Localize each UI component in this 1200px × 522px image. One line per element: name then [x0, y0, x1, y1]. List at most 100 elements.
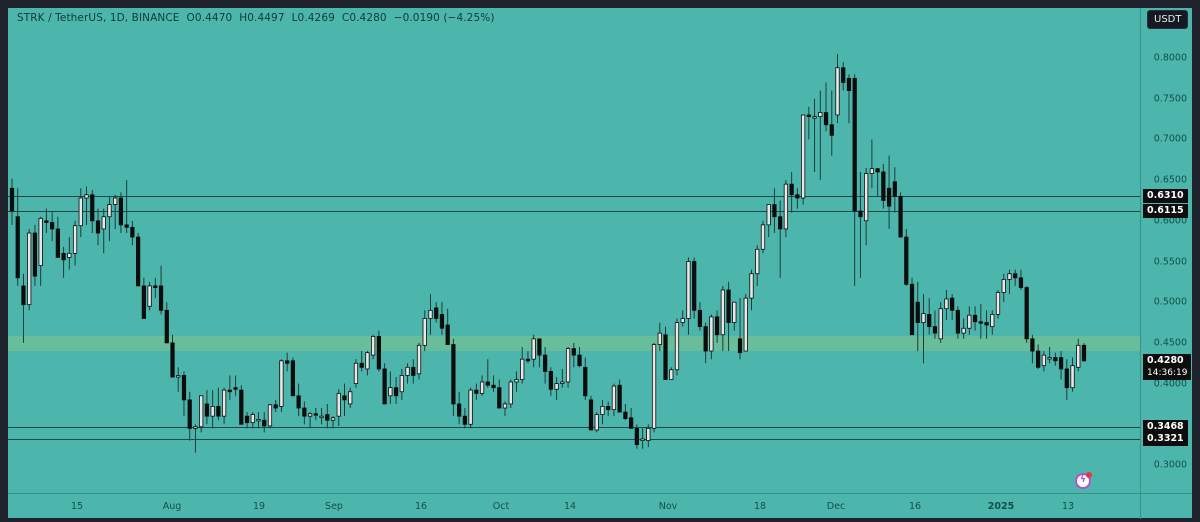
candle: [726, 281, 731, 352]
candle: [244, 412, 250, 429]
candle: [583, 357, 588, 400]
candle: [514, 371, 519, 392]
candle: [709, 314, 714, 360]
time-tick: 16: [908, 501, 922, 512]
candle: [577, 346, 582, 368]
candle: [772, 188, 777, 234]
candle: [135, 233, 141, 287]
candle: [898, 192, 903, 238]
candle: [411, 359, 416, 384]
time-tick: Aug: [162, 501, 182, 512]
currency-button[interactable]: USDT: [1147, 10, 1189, 29]
candle: [439, 302, 445, 335]
candle: [50, 211, 55, 242]
candle: [95, 208, 101, 246]
candle: [359, 351, 364, 372]
candle: [61, 246, 66, 278]
candle: [84, 186, 89, 225]
price-tick: 0.4500: [1153, 337, 1187, 349]
support-line-2[interactable]: [8, 438, 1140, 440]
candle: [537, 338, 542, 368]
candle: [732, 301, 737, 331]
chart-frame: STRK / TetherUS, 1D, BINANCE O0.4470 H0.44…: [8, 8, 1193, 519]
resistance-line-2[interactable]: [8, 211, 1140, 213]
candle: [325, 403, 330, 429]
candle: [181, 371, 187, 417]
candle: [353, 359, 359, 388]
candle: [749, 269, 754, 311]
candle: [141, 277, 146, 319]
candle: [697, 302, 703, 331]
candle: [44, 208, 49, 234]
price-tick: 0.7000: [1153, 133, 1187, 145]
candle: [267, 403, 273, 429]
candle: [187, 391, 192, 441]
price-tick: 0.5500: [1153, 256, 1187, 267]
candle: [1036, 344, 1041, 369]
price-tick: 0.7500: [1153, 93, 1187, 105]
candle: [812, 98, 817, 172]
candle: [147, 281, 152, 311]
resistance-tag-1: 0.6310: [1143, 188, 1188, 203]
candle: [9, 178, 15, 225]
resistance-line-1[interactable]: [8, 195, 1140, 197]
legend-low: L0.4269: [291, 12, 335, 24]
candle: [525, 351, 531, 364]
candle: [78, 188, 83, 238]
time-tick: 14: [563, 501, 577, 512]
candle: [371, 334, 376, 360]
time-tick: 19: [252, 501, 266, 512]
candle: [216, 387, 221, 421]
symbol-legend: STRK / TetherUS, 1D, BINANCE O0.4470 H0.44…: [17, 12, 502, 24]
candle: [348, 387, 353, 409]
candle: [508, 379, 513, 409]
time-tick: Dec: [826, 501, 846, 512]
candle: [783, 180, 789, 238]
candle: [365, 351, 370, 376]
candle: [336, 389, 341, 426]
candle: [124, 180, 129, 234]
candle: [640, 428, 645, 449]
candle: [623, 403, 628, 421]
candle: [778, 200, 783, 278]
candle: [743, 294, 748, 352]
chart-plot-area[interactable]: STRK / TetherUS, 1D, BINANCE O0.4470 H0.44…: [8, 8, 1140, 493]
candle: [1018, 269, 1024, 290]
time-tick: Oct: [492, 501, 510, 512]
candle: [995, 289, 1001, 319]
candle: [720, 285, 725, 352]
candle: [233, 375, 238, 396]
candle: [600, 399, 605, 425]
candle: [445, 308, 450, 345]
candle: [846, 74, 852, 124]
candle: [451, 338, 456, 417]
candle: [806, 106, 811, 140]
support-line-1[interactable]: [8, 426, 1140, 428]
time-axis[interactable]: 15 Aug 19 Sep 16 Oct 14 Nov 18 Dec 16 2025 13: [8, 493, 1192, 519]
candle: [932, 310, 938, 339]
price-axis[interactable]: USDT 0.8000 0.7500 0.7000 0.6500 0.6000 0.550…: [1140, 8, 1193, 493]
candle: [428, 294, 433, 335]
candle: [634, 424, 639, 449]
candle: [629, 408, 634, 429]
candle: [852, 74, 857, 286]
candle: [32, 224, 38, 286]
legend-close: C0.4280: [341, 12, 387, 24]
candle: [800, 114, 806, 205]
price-tick: 0.6500: [1153, 174, 1187, 186]
candle: [239, 385, 244, 425]
candle: [961, 318, 966, 339]
candle: [858, 171, 863, 278]
candle: [692, 257, 697, 319]
candle: [972, 306, 978, 331]
legend-symbol[interactable]: STRK / TetherUS, 1D, BINANCE: [17, 12, 180, 24]
lightning-badge-icon[interactable]: ϟ: [1075, 472, 1092, 489]
candle: [881, 163, 886, 209]
candle: [944, 289, 949, 321]
candle: [290, 357, 296, 397]
candle: [714, 310, 720, 343]
candle: [737, 298, 743, 360]
candle: [279, 359, 284, 413]
candle: [376, 330, 382, 372]
candle: [72, 220, 78, 266]
